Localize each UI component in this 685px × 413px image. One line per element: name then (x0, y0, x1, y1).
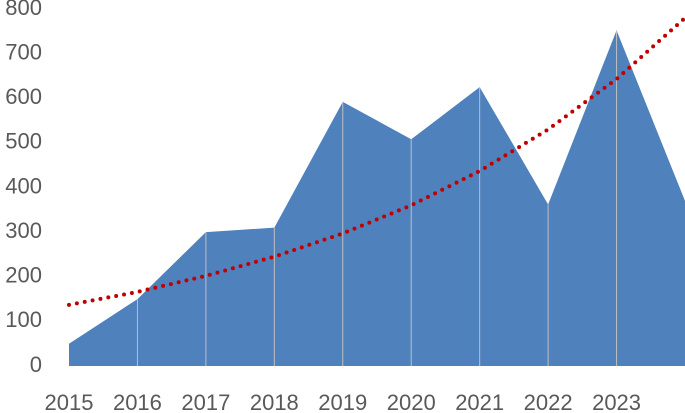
y-tick-label: 300 (5, 218, 42, 243)
x-tick-label: 2015 (45, 390, 94, 413)
x-tick-label: 2022 (524, 390, 573, 413)
y-tick-label: 100 (5, 307, 42, 332)
x-tick-label: 2021 (455, 390, 504, 413)
y-tick-label: 200 (5, 263, 42, 288)
x-tick-label: 2023 (592, 390, 641, 413)
y-tick-label: 700 (5, 39, 42, 64)
x-tick-label: 2019 (318, 390, 367, 413)
y-tick-label: 500 (5, 129, 42, 154)
y-tick-label: 400 (5, 173, 42, 198)
x-tick-label: 2017 (181, 390, 230, 413)
y-tick-label: 0 (30, 352, 42, 377)
x-tick-label: 2016 (113, 390, 162, 413)
x-tick-label: 2020 (387, 390, 436, 413)
trend-line (67, 15, 685, 307)
y-tick-label: 800 (5, 0, 42, 20)
y-tick-label: 600 (5, 84, 42, 109)
x-tick-label: 2018 (250, 390, 299, 413)
area (69, 30, 685, 366)
